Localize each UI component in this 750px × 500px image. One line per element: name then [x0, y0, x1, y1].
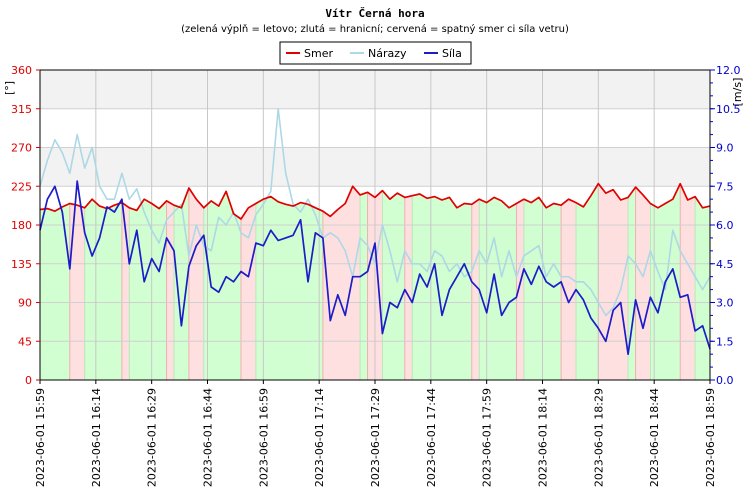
y-left-tick-label: 225: [11, 180, 32, 193]
fill-segment-good: [382, 190, 405, 380]
x-tick-label: 2023-06-01 17:44: [425, 388, 438, 487]
y-right-tick-label: 9.0: [716, 142, 734, 155]
y-right-tick-label: 3.0: [716, 297, 734, 310]
chart-title: Vítr Černá hora: [325, 7, 424, 20]
x-tick-label: 2023-06-01 15:59: [34, 388, 47, 487]
fill-segment-good: [84, 199, 122, 380]
fill-segment-good: [479, 197, 517, 380]
y-left-tick-label: 270: [11, 142, 32, 155]
fill-segment-bad: [680, 183, 696, 380]
series-line-narazy: [39, 108, 711, 317]
y-right-axis-title: [m/s]: [731, 78, 744, 107]
fill-segment-bad: [598, 183, 629, 380]
y-right-tick-label: 7.5: [716, 180, 734, 193]
fill-segment-bad: [471, 199, 480, 380]
y-left-axis-title: [°]: [3, 81, 16, 95]
y-left-tick-label: 0: [25, 374, 32, 387]
series-lines: [39, 108, 711, 356]
fill-segment-good: [40, 203, 70, 380]
chart-subtitle: (zelená výplň = letovo; zlutá = hranicní…: [181, 23, 569, 35]
fill-segment-good: [628, 187, 636, 380]
fill-segment-bad: [166, 200, 174, 380]
y-right-ticks: 0.0 1.5 3.0 4.5 6.0 7.5 9.0 10.5 12.0: [710, 64, 741, 387]
y-right-tick-label: 0.0: [716, 374, 734, 387]
y-right-tick-label: 4.5: [716, 258, 734, 271]
fill-segment-bad: [69, 203, 85, 380]
fill-segment-good: [129, 199, 167, 380]
fill-segment-good: [174, 188, 189, 380]
fill-segment-good: [360, 192, 368, 380]
fill-segment-bad: [241, 203, 256, 380]
y-right-tick-label: 10.5: [716, 103, 741, 116]
x-tick-label: 2023-06-01 18:59: [704, 388, 717, 487]
series-line-sila: [39, 180, 711, 356]
x-tick-label: 2023-06-01 17:59: [481, 388, 494, 487]
fill-segment-good: [576, 183, 599, 380]
legend-label-narazy: Nárazy: [368, 47, 407, 60]
fill-segment-bad: [404, 195, 413, 380]
x-tick-label: 2023-06-01 18:14: [537, 388, 550, 487]
x-tick-label: 2023-06-01 18:29: [592, 388, 605, 487]
y-left-tick-label: 135: [11, 258, 32, 271]
x-tick-label: 2023-06-01 16:29: [146, 388, 159, 487]
y-left-tick-label: 315: [11, 103, 32, 116]
y-right-tick-label: 6.0: [716, 219, 734, 232]
x-tick-label: 2023-06-01 17:14: [313, 388, 326, 487]
x-tick-label: 2023-06-01 16:44: [202, 388, 215, 487]
y-left-tick-label: 90: [18, 297, 32, 310]
state-fills: [39, 183, 710, 380]
x-tick-label: 2023-06-01 18:44: [648, 388, 661, 487]
fill-segment-good: [412, 194, 472, 380]
fill-segment-bad: [516, 199, 524, 380]
x-tick-label: 2023-06-01 17:29: [369, 388, 382, 487]
y-left-tick-label: 180: [11, 219, 32, 232]
x-ticks: 2023-06-01 15:59 2023-06-01 16:14 2023-06-…: [34, 380, 717, 487]
fill-segment-bad: [561, 199, 576, 380]
series-line-smer: [39, 182, 711, 220]
fill-segment-bad: [635, 187, 651, 380]
y-right-tick-label: 1.5: [716, 335, 734, 348]
legend-box: [279, 41, 472, 65]
legend-label-smer: Smer: [304, 47, 333, 60]
x-tick-label: 2023-06-01 16:59: [257, 388, 270, 487]
legend: Smer Nárazy Síla: [279, 41, 472, 65]
legend-label-sila: Síla: [442, 47, 462, 60]
x-tick-label: 2023-06-01 16:14: [90, 388, 103, 487]
y-left-ticks: 0 45 90 135 180 225 270 315 360: [11, 64, 40, 387]
y-left-tick-label: 360: [11, 64, 32, 77]
y-left-tick-label: 45: [18, 335, 32, 348]
fill-segment-bad: [188, 188, 204, 380]
fill-segment-good: [255, 196, 323, 380]
y-right-tick-label: 12.0: [716, 64, 741, 77]
